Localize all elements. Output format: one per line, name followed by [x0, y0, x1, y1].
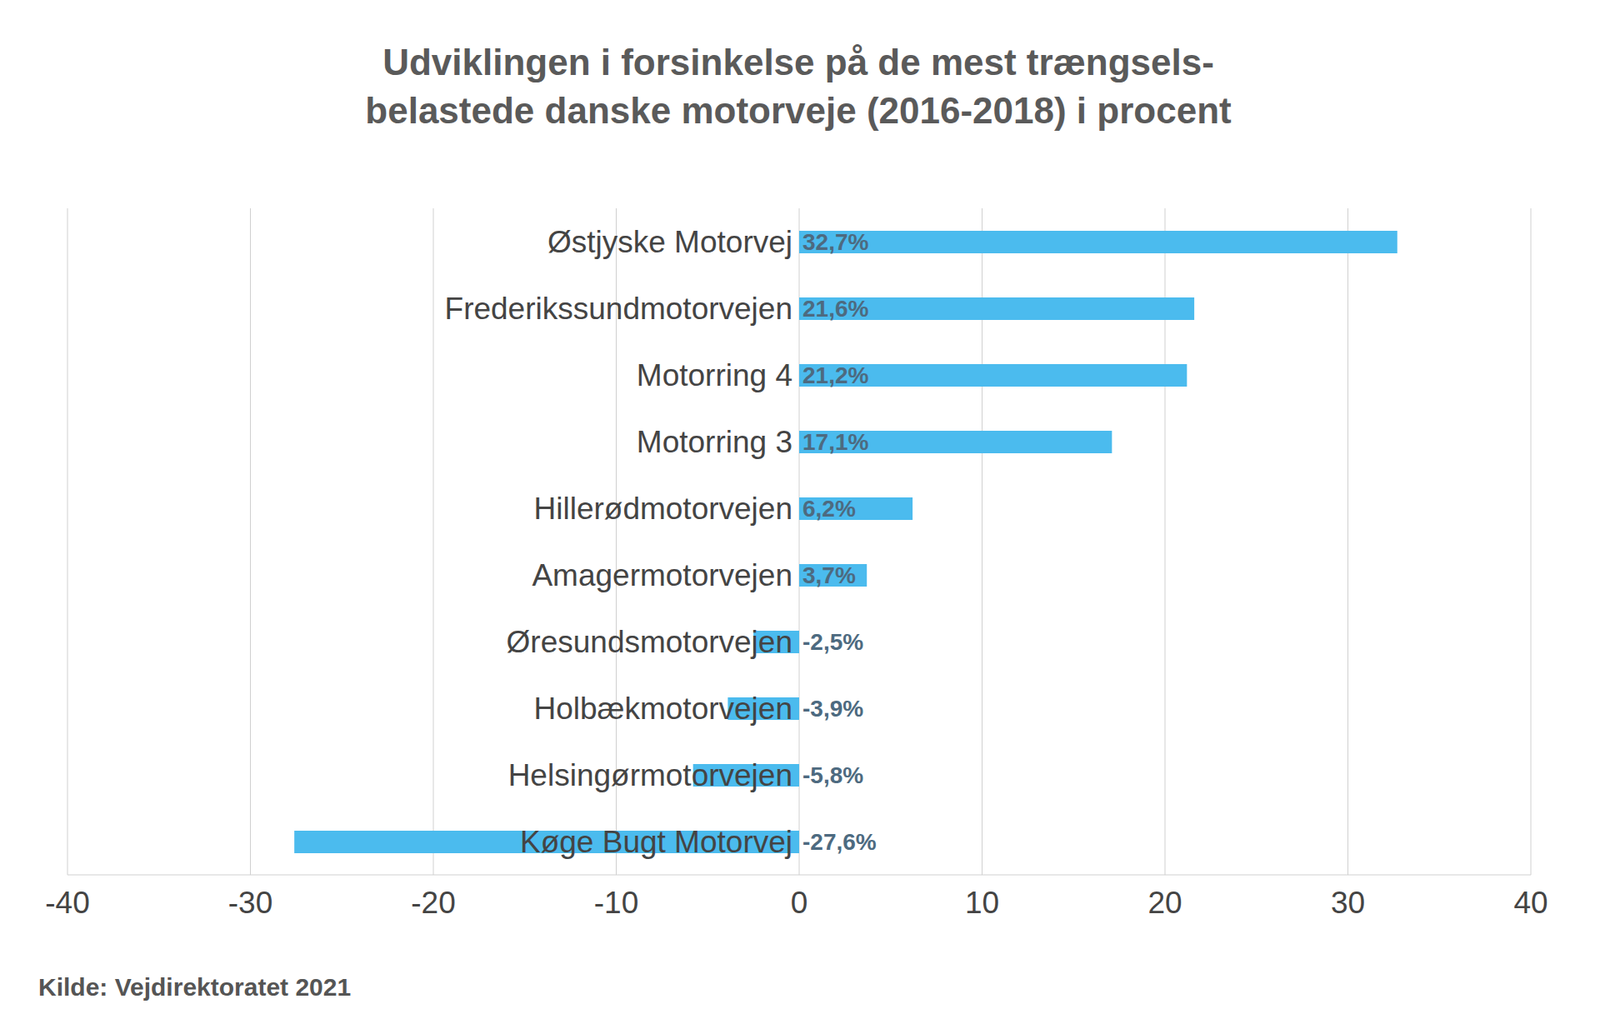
svg-text:20: 20 — [1147, 885, 1182, 920]
svg-text:Hillerødmotorvejen: Hillerødmotorvejen — [534, 491, 794, 526]
svg-text:Motorring 4: Motorring 4 — [636, 358, 793, 393]
svg-text:0: 0 — [790, 885, 809, 920]
svg-text:-30: -30 — [228, 885, 273, 920]
svg-text:-5,8%: -5,8% — [802, 762, 864, 789]
html-text:belastede danske motorveje (20: belastede danske motorveje (2016-2018) i… — [365, 90, 1232, 131]
svg-text:Helsingørmotorvejen: Helsingørmotorvejen — [508, 758, 793, 793]
svg-text:Østjyske Motorvej: Østjyske Motorvej — [547, 225, 793, 260]
svg-text:Amagermotorvejen: Amagermotorvejen — [531, 558, 793, 593]
svg-text:-20: -20 — [410, 885, 455, 920]
svg-text:Motorring 3: Motorring 3 — [636, 425, 793, 460]
svg-text:Frederikssundmotorvejen: Frederikssundmotorvejen — [445, 291, 793, 326]
svg-text:Øresundsmotorvejen: Øresundsmotorvejen — [506, 625, 793, 660]
svg-text:21,6%: 21,6% — [802, 295, 869, 322]
svg-text:-40: -40 — [45, 885, 90, 920]
svg-text:21,2%: 21,2% — [802, 362, 869, 389]
svg-text:40: 40 — [1513, 885, 1548, 920]
svg-text:-3,9%: -3,9% — [802, 695, 864, 722]
svg-text:6,2%: 6,2% — [802, 495, 856, 522]
html-text:Kilde: Vejdirektoratet 2021: Kilde: Vejdirektoratet 2021 — [38, 973, 351, 1001]
svg-text:32,7%: 32,7% — [802, 229, 869, 255]
svg-text:Køge Bugt Motorvej: Køge Bugt Motorvej — [520, 825, 793, 860]
svg-text:Holbækmotorvejen: Holbækmotorvejen — [533, 691, 793, 726]
svg-text:-10: -10 — [594, 885, 639, 920]
svg-text:-27,6%: -27,6% — [802, 829, 877, 855]
svg-text:17,1%: 17,1% — [802, 429, 869, 455]
svg-text:30: 30 — [1330, 885, 1365, 920]
svg-text:3,7%: 3,7% — [802, 562, 856, 589]
html-text:Udviklingen i forsinkelse på d: Udviklingen i forsinkelse på de mest træ… — [382, 41, 1214, 83]
svg-text:-2,5%: -2,5% — [802, 629, 864, 655]
svg-text:10: 10 — [965, 885, 1000, 920]
